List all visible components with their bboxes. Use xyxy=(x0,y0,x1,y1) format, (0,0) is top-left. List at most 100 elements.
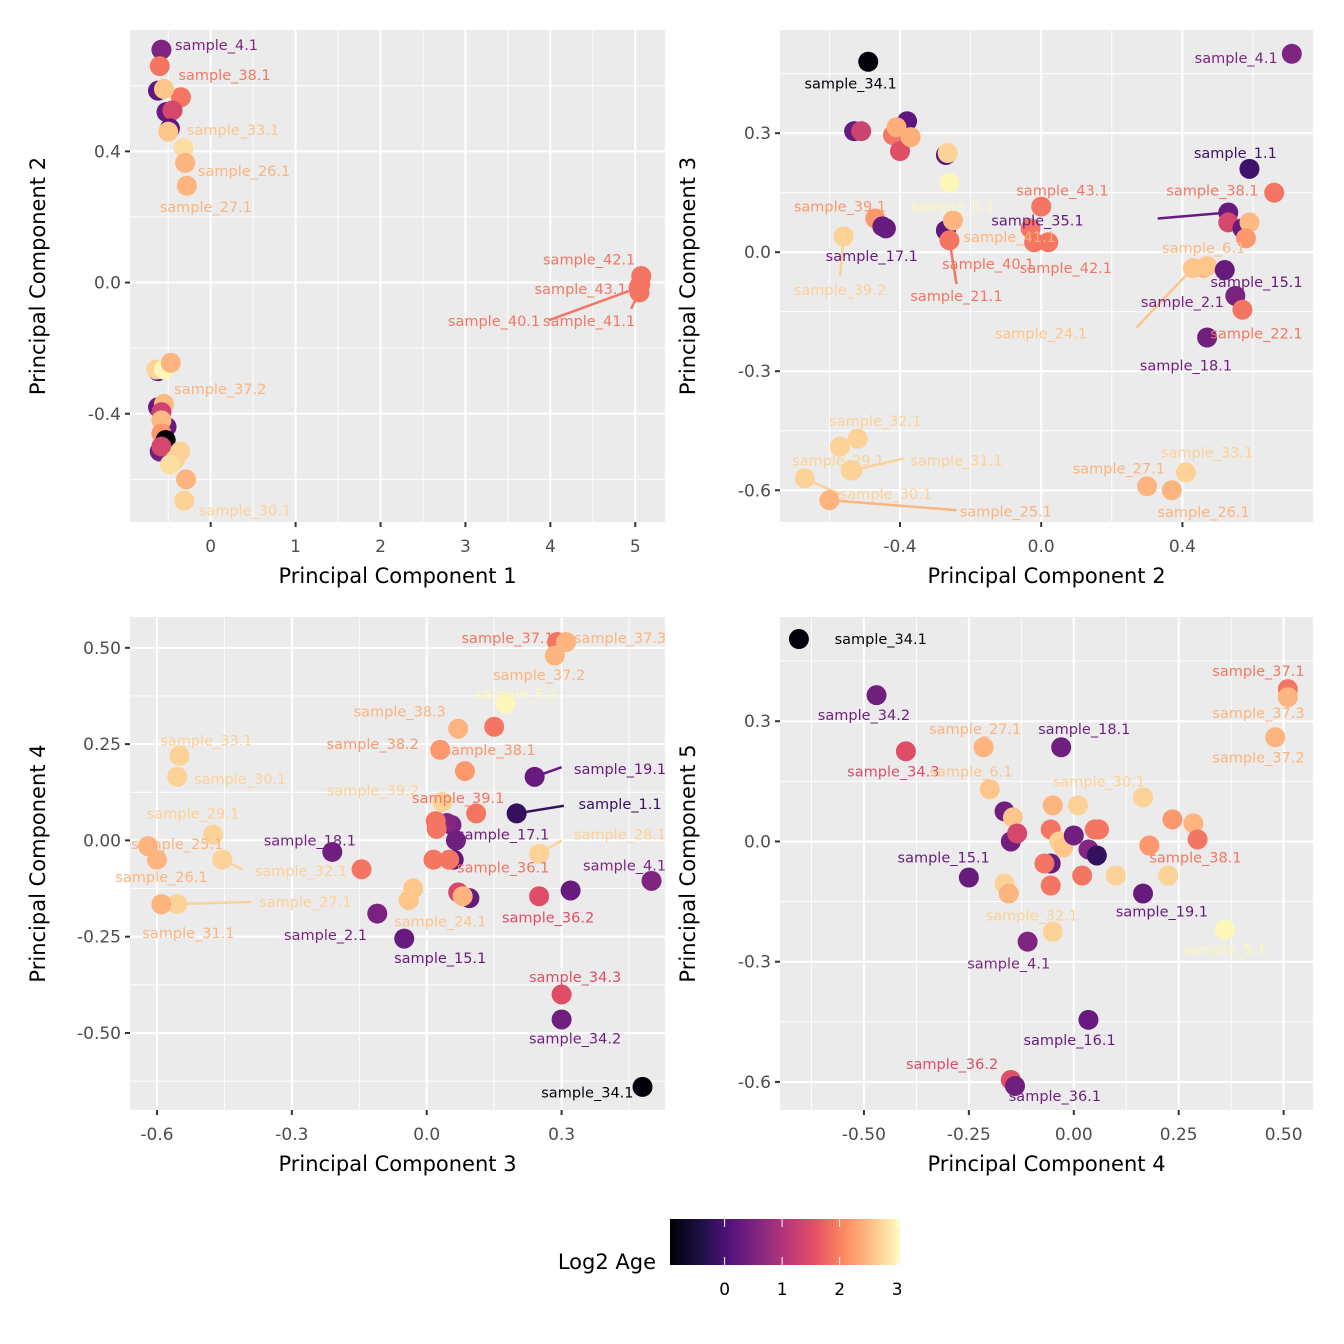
x-axis-title: Principal Component 4 xyxy=(927,1152,1165,1176)
data-point xyxy=(1197,327,1218,348)
data-point xyxy=(847,428,868,449)
panel-2: -0.4 0.0 0.4 0.3 0.0 -0.3 -0.6 Principal Compon… xyxy=(676,30,1313,588)
y-axis-title: Principal Component 4 xyxy=(26,744,50,982)
point-label: sample_4.1 xyxy=(967,957,1050,973)
point-label: sample_34.2 xyxy=(818,708,910,724)
data-point xyxy=(495,693,516,714)
point-label: sample_6.1 xyxy=(1162,241,1245,257)
point-label: sample_39.1 xyxy=(412,791,504,807)
point-label: sample_30.1 xyxy=(1053,774,1145,790)
x-tick-label: 0.50 xyxy=(1265,1125,1303,1145)
data-point xyxy=(1017,931,1038,952)
points-layer: sample_34.1 sample_34.2 sample_34.3 sample_… xyxy=(788,629,1305,1105)
color-legend: Log2 Age 0 1 2 3 xyxy=(558,1219,903,1300)
panel-3: -0.6 -0.3 0.0 0.3 0.50 0.25 0.00 -0.25 -0.50 Prin… xyxy=(26,617,666,1176)
point-label: sample_4.1 xyxy=(1195,51,1278,67)
data-point xyxy=(632,1076,653,1097)
data-point xyxy=(398,890,419,911)
point-label: sample_15.1 xyxy=(898,850,990,866)
data-point xyxy=(149,56,170,77)
data-point xyxy=(1239,158,1260,179)
point-label: sample_38.1 xyxy=(1149,850,1241,866)
points-layer: sample_34.1 sample_4.1 sample_5.1 sample_39… xyxy=(792,43,1303,521)
point-label: sample_36.2 xyxy=(906,1057,998,1073)
point-label: sample_26.1 xyxy=(198,164,290,180)
data-point xyxy=(1182,258,1203,279)
data-point xyxy=(979,779,1000,800)
point-label: sample_2.1 xyxy=(284,928,367,944)
panel-1: 0 1 2 3 4 5 0.4 0.0 -0.4 Principal Component 1 Pri… xyxy=(26,30,665,588)
point-label: sample_19.1 xyxy=(1116,905,1208,921)
data-point xyxy=(998,883,1019,904)
x-tick-label: 0.4 xyxy=(1169,537,1196,557)
data-point xyxy=(1024,232,1045,253)
data-point xyxy=(394,928,415,949)
data-point xyxy=(1137,476,1158,497)
data-point xyxy=(875,218,896,239)
data-point xyxy=(176,469,197,490)
point-label: sample_37.1 xyxy=(1212,664,1304,680)
point-label: sample_38.1 xyxy=(1166,184,1258,200)
data-point xyxy=(203,824,224,845)
data-point xyxy=(858,51,879,72)
legend-title: Log2 Age xyxy=(558,1250,656,1274)
point-label: sample_1.1 xyxy=(579,797,662,813)
data-point xyxy=(1277,687,1298,708)
point-label: sample_42.1 xyxy=(1020,261,1112,277)
data-point xyxy=(529,843,550,864)
data-point xyxy=(175,152,196,173)
point-label: sample_29.1 xyxy=(147,806,239,822)
point-label: sample_5.1 xyxy=(475,687,558,703)
point-label: sample_25.1 xyxy=(131,837,223,853)
point-label: sample_34.3 xyxy=(529,970,621,986)
x-tick-label: 2 xyxy=(375,537,386,557)
x-axis-title: Principal Component 2 xyxy=(927,564,1165,588)
data-point xyxy=(939,230,960,251)
data-point xyxy=(1038,232,1059,253)
point-label: sample_1.1 xyxy=(1194,146,1277,162)
data-point xyxy=(426,818,447,839)
point-label: sample_34.1 xyxy=(835,632,927,648)
data-point xyxy=(1239,212,1260,233)
point-label: sample_31.1 xyxy=(142,926,234,942)
point-label: sample_34.3 xyxy=(847,764,939,780)
data-point xyxy=(886,117,907,138)
y-tick-label: 0.4 xyxy=(94,142,121,162)
point-label: sample_36.1 xyxy=(457,860,549,876)
data-point xyxy=(169,745,190,766)
point-label: sample_37.2 xyxy=(493,668,585,684)
point-label: sample_35.1 xyxy=(991,213,1083,229)
data-point xyxy=(1187,829,1208,850)
data-point xyxy=(851,121,872,142)
data-point xyxy=(1040,875,1061,896)
points-layer: sample_4.1 sample_38.1 sample_33.1 sample_2… xyxy=(146,38,652,520)
x-axis-title: Principal Component 1 xyxy=(278,564,516,588)
point-label: sample_40.1 xyxy=(942,257,1034,273)
data-point xyxy=(544,645,565,666)
point-label: sample_37.2 xyxy=(1212,750,1304,766)
point-label: sample_4.1 xyxy=(583,858,666,874)
data-point xyxy=(174,490,195,511)
x-tick-label: 0.00 xyxy=(1055,1125,1093,1145)
point-label: sample_34.1 xyxy=(541,1086,633,1102)
legend-colorbar xyxy=(670,1219,900,1265)
x-tick-label: -0.50 xyxy=(842,1125,886,1145)
data-point xyxy=(1183,813,1204,834)
point-label: sample_37.3 xyxy=(574,631,666,647)
data-point xyxy=(160,352,181,373)
data-point xyxy=(1162,809,1183,830)
y-tick-label: 0.0 xyxy=(94,274,121,294)
point-label: sample_16.1 xyxy=(1023,1033,1115,1049)
data-point xyxy=(794,468,815,489)
data-point xyxy=(423,849,444,870)
data-point xyxy=(819,490,840,511)
data-point xyxy=(430,739,451,760)
x-tick-label: 5 xyxy=(630,537,641,557)
y-tick-label: -0.6 xyxy=(738,481,771,501)
point-label: sample_27.1 xyxy=(1073,461,1165,477)
data-point xyxy=(1042,795,1063,816)
point-label: sample_38.2 xyxy=(327,737,419,753)
data-point xyxy=(890,141,911,162)
data-point xyxy=(158,121,179,142)
point-label: sample_22.1 xyxy=(1210,327,1302,343)
